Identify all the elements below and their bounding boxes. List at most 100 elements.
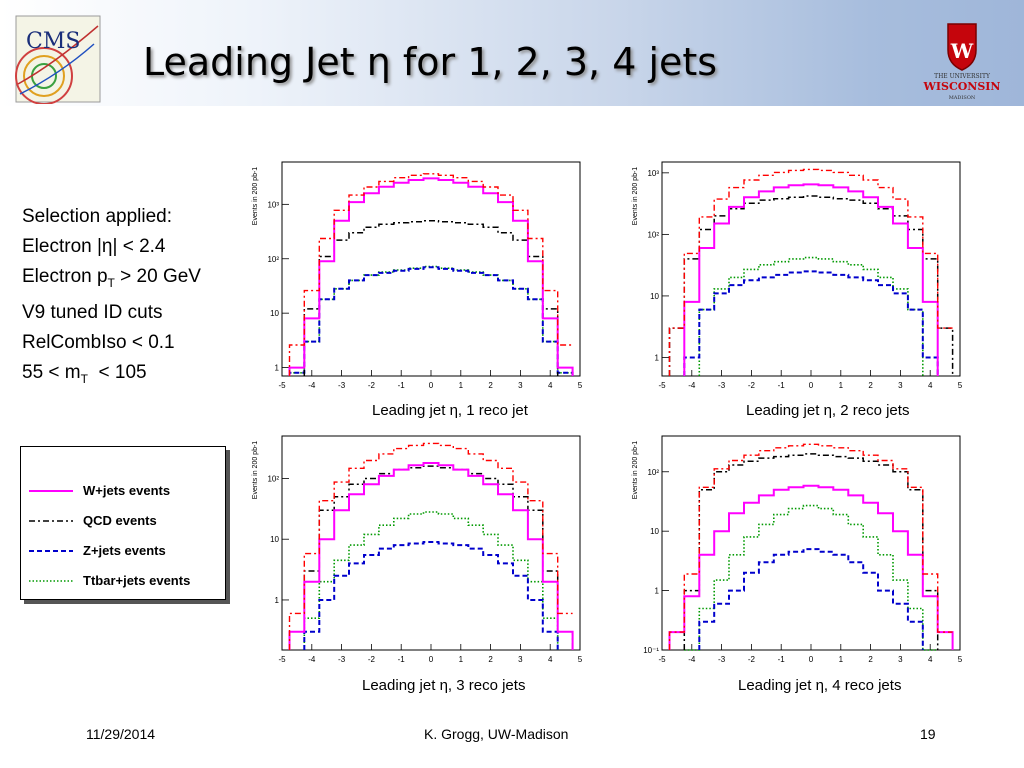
plot-frame [281, 161, 581, 377]
plot-frame [281, 435, 581, 651]
x-tick-label: 4 [548, 381, 553, 390]
selection-line: 55 < mT < 105 [22, 361, 147, 386]
uw-logo-line-2: WISCONSIN [923, 80, 1001, 93]
x-tick-label: 3 [898, 381, 903, 390]
uw-logo-line-3: MADISON [949, 95, 976, 101]
x-tick-label: -4 [308, 655, 316, 664]
plot-caption-1: Leading jet η, 1 reco jet [372, 402, 528, 419]
footer-author: K. Grogg, UW-Madison [424, 726, 569, 742]
x-tick-label: 0 [809, 381, 814, 390]
footer-page-number: 19 [920, 726, 936, 742]
x-tick-label: -2 [368, 655, 376, 664]
series-line [288, 266, 574, 376]
x-tick-label: -3 [338, 655, 346, 664]
y-tick-label: 10 [270, 535, 279, 544]
series-line [698, 548, 924, 650]
selection-line: RelCombIso < 0.1 [22, 331, 175, 353]
x-tick-label: -5 [658, 655, 666, 664]
title-banner [0, 0, 1024, 106]
x-tick-label: -1 [398, 381, 406, 390]
x-tick-label: -1 [398, 655, 406, 664]
x-tick-label: 2 [868, 655, 873, 664]
selection-line: Electron pT > 20 GeV [22, 266, 201, 290]
plot-caption-2: Leading jet η, 2 reco jets [746, 402, 910, 419]
cms-logo-text: CMS [26, 29, 80, 54]
plot-caption-3: Leading jet η, 3 reco jets [362, 677, 526, 694]
y-tick-label: 10⁻¹ [643, 646, 659, 655]
y-tick-label: 10² [647, 468, 659, 477]
x-tick-label: 5 [578, 655, 583, 664]
y-tick-label: 10³ [267, 200, 279, 209]
x-tick-label: 5 [958, 381, 963, 390]
x-tick-label: -3 [718, 655, 726, 664]
y-tick-label: 1 [655, 587, 660, 596]
plot-caption-4: Leading jet η, 4 reco jets [738, 677, 902, 694]
y-tick-label: 10 [650, 292, 659, 301]
total-line [288, 442, 573, 650]
y-tick-label: 10³ [647, 169, 659, 178]
x-tick-label: 0 [429, 655, 434, 664]
plot-frame [661, 435, 961, 651]
plot-frame [661, 161, 961, 377]
series-line [698, 256, 924, 376]
x-tick-label: 2 [488, 655, 493, 664]
y-axis-label: Events in 200 pb-1 [632, 167, 639, 225]
x-tick-label: 3 [518, 655, 523, 664]
x-tick-label: -4 [308, 381, 316, 390]
page-title: Leading Jet η for 1, 2, 3, 4 jets [143, 40, 718, 84]
y-axis-label: Events in 200 pb-1 [252, 167, 259, 225]
y-tick-label: 1 [275, 596, 280, 605]
series-line [683, 183, 939, 376]
x-tick-label: -4 [688, 655, 696, 664]
x-tick-label: 1 [459, 381, 464, 390]
series-line [303, 219, 559, 376]
x-tick-label: 3 [518, 381, 523, 390]
x-tick-label: -2 [748, 655, 756, 664]
eta-plot-3-jets: Events in 200 pb-1 -5 -4 -3 -2 -1 0 1 2 3 4 5 1 10 10² [252, 435, 583, 664]
y-tick-label: 10 [650, 527, 659, 536]
series-line [683, 270, 939, 376]
y-tick-label: 10 [270, 309, 279, 318]
series-line [288, 265, 574, 376]
eta-plot-4-jets: Events in 200 pb-1 -5 -4 -3 -2 -1 0 1 2 3 4 5 10⁻¹ 1 1… [632, 435, 963, 664]
total-line [288, 173, 573, 376]
total-line [668, 443, 953, 650]
x-tick-label: 0 [429, 381, 434, 390]
y-tick-label: 10² [267, 255, 279, 264]
eta-plot-2-jets: Events in 200 pb-1 -5 -4 -3 -2 -1 0 1 2 3 4 5 1 10 10²… [632, 161, 963, 390]
x-tick-label: -5 [278, 655, 286, 664]
series-line [288, 462, 574, 650]
series-line [303, 541, 559, 650]
cms-logo: CMS [15, 15, 101, 104]
x-tick-label: 2 [868, 381, 873, 390]
x-tick-label: -2 [368, 381, 376, 390]
y-tick-label: 10² [267, 474, 279, 483]
x-tick-label: 1 [839, 655, 844, 664]
series-line [668, 484, 954, 650]
x-tick-label: 0 [809, 655, 814, 664]
x-tick-label: 5 [578, 381, 583, 390]
series-line [288, 177, 574, 376]
plot-legend: W+jets events QCD events Z+jets events T… [20, 446, 226, 600]
x-tick-label: 5 [958, 655, 963, 664]
x-tick-label: 2 [488, 381, 493, 390]
selection-line: Electron |η| < 2.4 [22, 236, 166, 257]
series-line [288, 465, 574, 650]
uw-madison-logo: W THE UNIVERSITY WISCONSIN MADISON [923, 23, 1001, 101]
x-tick-label: -5 [658, 381, 666, 390]
x-tick-label: 4 [928, 381, 933, 390]
series-line [684, 504, 938, 651]
x-tick-label: 3 [898, 655, 903, 664]
y-axis-label: Events in 200 pb-1 [252, 441, 259, 499]
x-tick-label: -1 [778, 655, 786, 664]
footer-date: 11/29/2014 [86, 726, 156, 742]
y-axis-label: Events in 200 pb-1 [632, 441, 639, 499]
x-tick-label: -3 [338, 381, 346, 390]
selection-line: Selection applied: [22, 206, 172, 227]
x-tick-label: -1 [778, 381, 786, 390]
x-tick-label: -5 [278, 381, 286, 390]
eta-plot-1-jet: Events in 200 pb-1 -5 -4 -3 -2 -1 0 1 2 3 4 5 1 10 10²… [252, 161, 583, 390]
uw-logo-line-1: THE UNIVERSITY [934, 73, 991, 80]
x-tick-label: -2 [748, 381, 756, 390]
uw-crest-letter: W [950, 39, 974, 63]
